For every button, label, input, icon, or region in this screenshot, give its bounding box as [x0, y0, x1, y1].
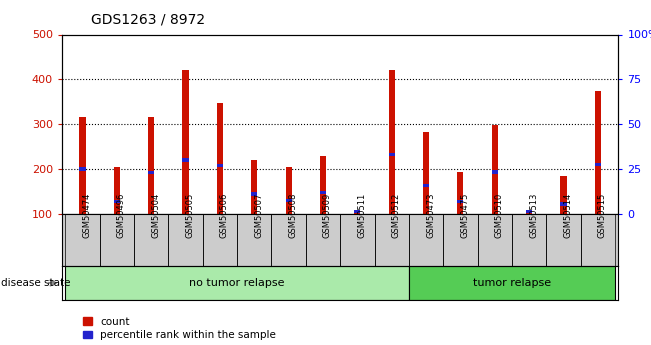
Bar: [148, 117, 154, 214]
Bar: [423, 132, 429, 214]
Bar: [546, 214, 581, 266]
Bar: [354, 210, 361, 214]
Bar: [320, 156, 326, 214]
Text: GSM50508: GSM50508: [288, 193, 298, 238]
Bar: [492, 170, 498, 174]
Bar: [202, 214, 237, 266]
Bar: [561, 176, 566, 214]
Bar: [79, 117, 85, 214]
Bar: [354, 211, 361, 214]
Text: GSM50474: GSM50474: [83, 193, 91, 238]
Bar: [389, 70, 395, 214]
Bar: [478, 214, 512, 266]
Bar: [65, 266, 409, 300]
Text: GSM50505: GSM50505: [186, 193, 195, 238]
Text: GSM50506: GSM50506: [220, 193, 229, 238]
Bar: [286, 199, 292, 202]
Bar: [423, 184, 429, 187]
Bar: [374, 214, 409, 266]
Text: GSM50504: GSM50504: [151, 193, 160, 238]
Bar: [492, 125, 498, 214]
Bar: [79, 167, 85, 171]
Text: GSM50507: GSM50507: [255, 193, 263, 238]
Bar: [271, 214, 306, 266]
Text: GSM50510: GSM50510: [495, 193, 504, 238]
Text: GSM50515: GSM50515: [598, 193, 607, 238]
Text: GSM50513: GSM50513: [529, 193, 538, 238]
Text: GSM50473: GSM50473: [426, 193, 435, 238]
Bar: [409, 214, 443, 266]
Bar: [526, 210, 533, 214]
Text: GSM50496: GSM50496: [117, 193, 126, 238]
Bar: [512, 214, 546, 266]
Text: GDS1263 / 8972: GDS1263 / 8972: [91, 12, 205, 26]
Bar: [306, 214, 340, 266]
Text: GSM50475: GSM50475: [460, 193, 469, 238]
Bar: [217, 164, 223, 167]
Bar: [581, 214, 615, 266]
Bar: [251, 160, 257, 214]
Bar: [595, 90, 601, 214]
Bar: [526, 211, 533, 214]
Bar: [100, 214, 134, 266]
Bar: [134, 214, 169, 266]
Bar: [286, 167, 292, 214]
Bar: [114, 199, 120, 203]
Text: GSM50511: GSM50511: [357, 193, 367, 238]
Text: tumor relapse: tumor relapse: [473, 278, 551, 288]
Bar: [595, 163, 601, 166]
Text: disease state: disease state: [1, 278, 71, 288]
Bar: [182, 158, 189, 162]
Bar: [389, 153, 395, 157]
Bar: [457, 172, 464, 214]
Bar: [457, 199, 464, 203]
Bar: [443, 214, 478, 266]
Text: GSM50509: GSM50509: [323, 193, 332, 238]
Bar: [561, 202, 566, 206]
Text: GSM50514: GSM50514: [564, 193, 572, 238]
Bar: [114, 167, 120, 214]
Bar: [65, 214, 100, 266]
Bar: [340, 214, 374, 266]
Bar: [320, 190, 326, 194]
Text: no tumor relapse: no tumor relapse: [189, 278, 285, 288]
Text: GSM50512: GSM50512: [392, 193, 400, 238]
Bar: [409, 266, 615, 300]
Bar: [169, 214, 202, 266]
Bar: [217, 103, 223, 214]
Legend: count, percentile rank within the sample: count, percentile rank within the sample: [83, 317, 276, 340]
Bar: [182, 70, 189, 214]
Bar: [148, 171, 154, 175]
Bar: [251, 192, 257, 196]
Bar: [237, 214, 271, 266]
